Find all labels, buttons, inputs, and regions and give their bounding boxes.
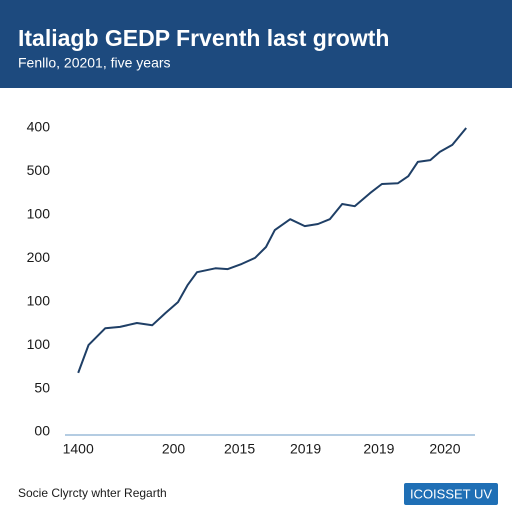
x-tick-label: 1400 (63, 441, 94, 457)
y-tick-label: 00 (34, 423, 50, 439)
badge-text: ICOISSET UV (410, 486, 492, 501)
footer-text: Socie Clyrcty whter Regarth (18, 486, 167, 500)
chart-title: Italiagb GEDP Frventh last growth (18, 25, 389, 51)
data-line (77, 127, 467, 374)
y-tick-label: 400 (27, 119, 51, 135)
y-tick-label: 100 (27, 336, 51, 352)
chart-subtitle: Fenllo, 20201, five years (18, 55, 171, 71)
x-tick-label: 2019 (290, 441, 321, 457)
x-tick-label: 200 (162, 441, 186, 457)
y-tick-label: 100 (27, 292, 51, 308)
x-tick-label: 2019 (363, 441, 394, 457)
y-tick-label: 200 (27, 249, 51, 265)
x-tick-label: 2015 (224, 441, 255, 457)
badge-bg (404, 483, 498, 505)
y-tick-label: 50 (34, 379, 50, 395)
header-band (0, 0, 512, 88)
y-tick-label: 500 (27, 162, 51, 178)
x-tick-label: 2020 (429, 441, 460, 457)
y-tick-label: 100 (27, 206, 51, 222)
